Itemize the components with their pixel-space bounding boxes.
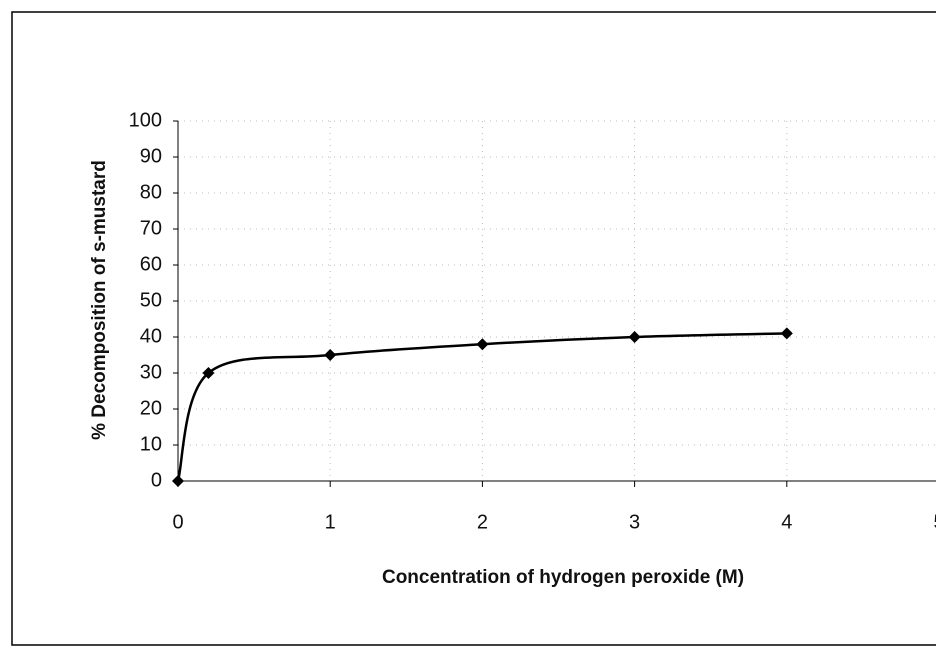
y-tick-label: 90: [140, 145, 162, 167]
x-tick-label: 5: [933, 511, 936, 533]
y-axis-title: % Decomposition of s-mustard: [89, 160, 110, 440]
data-point: [476, 338, 489, 351]
data-point: [324, 349, 337, 361]
y-tick-label: 30: [140, 361, 162, 383]
x-tick-label: 3: [629, 511, 640, 533]
x-tick-label: 0: [172, 511, 183, 533]
x-tick-label: 2: [477, 511, 488, 533]
data-point: [172, 475, 184, 487]
y-tick-label: 50: [140, 289, 162, 311]
y-tick-label: 60: [140, 253, 162, 275]
y-tick-label: 0: [151, 469, 162, 491]
y-tick-label: 100: [129, 109, 162, 131]
data-point: [628, 331, 641, 343]
y-tick-label: 40: [140, 325, 162, 347]
x-tick-label: 4: [781, 511, 792, 533]
x-tick-label: 1: [325, 511, 336, 533]
y-tick-label: 80: [140, 181, 162, 203]
x-axis-title: Concentration of hydrogen peroxide (M): [382, 567, 744, 588]
data-point: [202, 367, 215, 379]
chart-frame: [11, 11, 936, 646]
y-tick-label: 70: [140, 217, 162, 239]
y-tick-label: 10: [140, 433, 162, 455]
data-point: [780, 327, 793, 340]
y-tick-label: 20: [140, 397, 162, 419]
